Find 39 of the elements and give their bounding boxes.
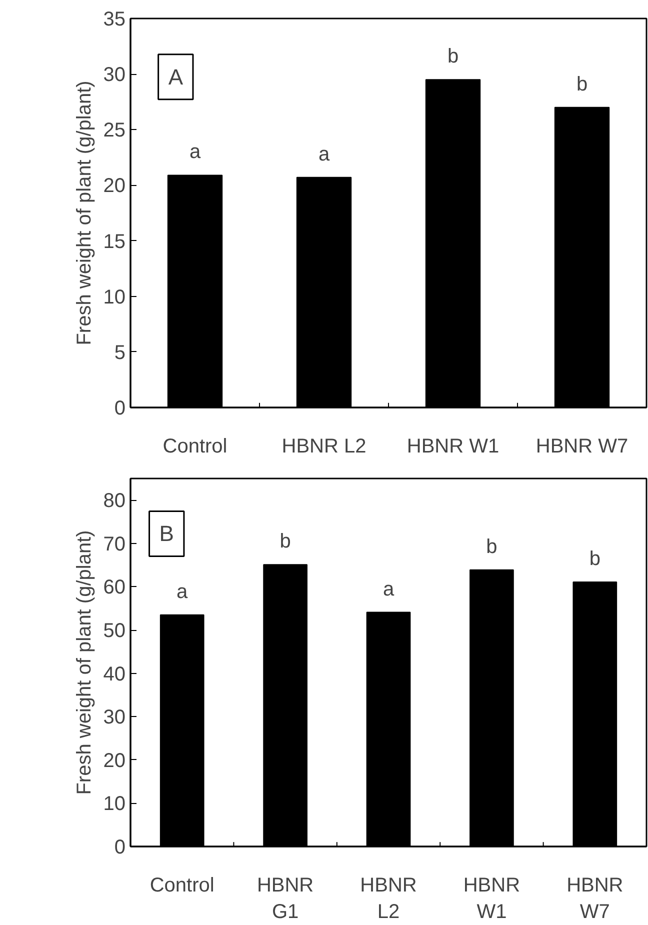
y-tick-label: 0 xyxy=(114,836,126,858)
x-tick-label: HBNR W1 xyxy=(406,436,500,458)
y-tick-label: 0 xyxy=(114,398,126,420)
x-tick-label: HBNR W7 xyxy=(536,436,628,458)
y-tick-label: 10 xyxy=(103,286,126,308)
annotation: a xyxy=(189,141,202,164)
y-tick-label: 25 xyxy=(103,120,126,142)
y-tick-label: 30 xyxy=(103,64,126,86)
y-tick-label: 50 xyxy=(103,620,126,642)
y-tick-label: 15 xyxy=(103,230,126,253)
annotation: b xyxy=(447,46,459,68)
annotation: b xyxy=(576,73,588,96)
y-tick-label: 40 xyxy=(103,663,126,686)
x-tick-label: HBNR W7 xyxy=(566,874,624,923)
x-tick-label: Control xyxy=(150,874,214,896)
y-tick-label: 35 xyxy=(103,8,126,30)
y-tick-label: 80 xyxy=(103,490,126,512)
annotation: a xyxy=(318,143,330,166)
y-axis-title: Fresh weight of plant (g/plant) xyxy=(73,80,96,346)
x-tick-label: HBNR G1 xyxy=(256,874,314,923)
y-tick-label: 70 xyxy=(103,533,126,556)
y-axis-title: Fresh weight of plant (g/plant) xyxy=(73,530,96,795)
x-tick-label: HBNR W1 xyxy=(463,874,520,923)
y-tick-label: 60 xyxy=(103,576,126,599)
y-tick-label: 20 xyxy=(103,175,126,198)
annotation: b xyxy=(589,548,600,570)
annotation: b xyxy=(486,536,498,558)
annotation: a xyxy=(176,580,189,603)
y-tick-label: 20 xyxy=(103,750,126,772)
x-tick-label: HBNR L2 xyxy=(360,874,417,923)
annotation: B xyxy=(159,521,174,546)
y-tick-label: 5 xyxy=(114,342,126,364)
annotation: A xyxy=(168,64,184,90)
y-tick-label: 30 xyxy=(103,706,126,729)
annotation: a xyxy=(382,578,395,600)
x-tick-label: HBNR L2 xyxy=(282,436,366,458)
y-tick-label: 10 xyxy=(103,793,126,816)
x-tick-label: Control xyxy=(162,436,228,458)
annotation: b xyxy=(280,530,291,553)
